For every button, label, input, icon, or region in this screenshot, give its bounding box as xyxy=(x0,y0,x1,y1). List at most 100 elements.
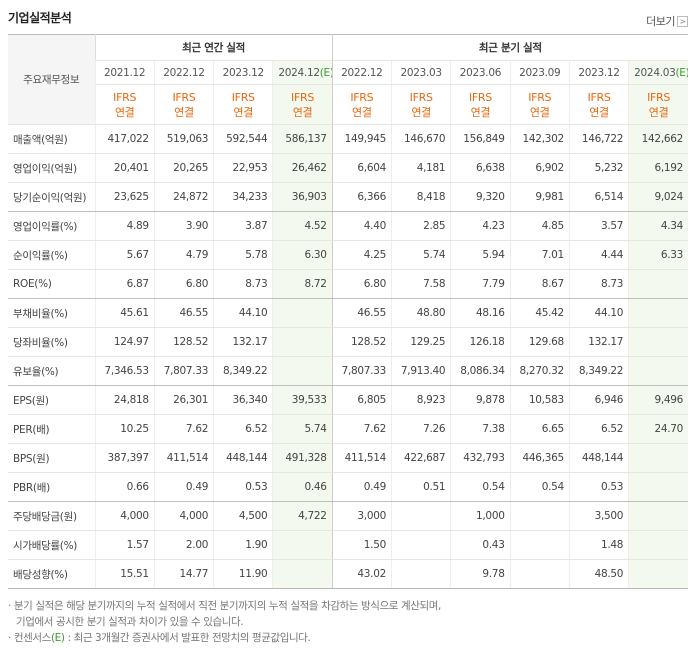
value-cell xyxy=(628,356,688,386)
value-cell: 20,265 xyxy=(153,153,214,183)
value-cell: 46.55 xyxy=(153,298,214,328)
standard-cell: IFRS 연결 xyxy=(272,84,333,125)
basis: 연결 xyxy=(174,105,194,119)
value-cell: 45.42 xyxy=(509,298,570,328)
row-label: 배당성향(%) xyxy=(8,559,95,589)
value-cell: 132.17 xyxy=(568,327,629,357)
value-cell: 10.25 xyxy=(94,414,155,444)
period-header: 2022.12 xyxy=(331,60,392,85)
standard: IFRS xyxy=(468,90,492,104)
period-date: 2024.03 xyxy=(634,66,676,79)
period-header: 2023.03 xyxy=(390,60,451,85)
value-cell: 11.90 xyxy=(213,559,273,589)
value-cell xyxy=(272,530,333,560)
period-date: 2023.03 xyxy=(400,66,442,79)
value-cell xyxy=(272,298,333,328)
value-cell xyxy=(628,530,688,560)
period-header: 2022.12 xyxy=(153,60,214,85)
value-cell: 36,340 xyxy=(213,385,273,415)
value-cell: 15.51 xyxy=(94,559,155,589)
value-cell: 519,063 xyxy=(153,124,214,154)
value-cell: 4.34 xyxy=(628,211,688,241)
value-cell: 5.74 xyxy=(390,240,451,270)
period-date: 2023.12 xyxy=(578,66,620,79)
value-cell: 44.10 xyxy=(213,298,273,328)
value-cell: 126.18 xyxy=(450,327,511,357)
value-cell: 1.48 xyxy=(568,530,629,560)
value-cell xyxy=(509,559,570,589)
note-text: : 최근 3개월간 증권사에서 발표한 전망치의 평균값입니다. xyxy=(64,632,311,644)
value-cell: 129.68 xyxy=(509,327,570,357)
note-line: 기업에서 공시한 분기 실적과 차이가 있을 수 있습니다. xyxy=(8,614,441,630)
value-cell: 4,000 xyxy=(153,501,214,531)
group-header: 최근 연간 실적 xyxy=(94,34,333,61)
value-cell: 3,500 xyxy=(568,501,629,531)
value-cell: 4.52 xyxy=(272,211,333,241)
value-cell: 129.25 xyxy=(390,327,451,357)
value-cell: 48.50 xyxy=(568,559,629,589)
basis: 연결 xyxy=(470,105,491,119)
basis: 연결 xyxy=(352,105,372,119)
value-cell xyxy=(390,530,451,560)
value-cell: 128.52 xyxy=(153,327,214,357)
value-cell: 22,953 xyxy=(213,153,273,183)
row-label: 영업이익(억원) xyxy=(8,153,95,183)
value-cell: 0.43 xyxy=(450,530,511,560)
data-row: PER(배) 10.25 7.62 6.52 5.74 7.62 7.26 7.38 6.65 6… xyxy=(8,414,688,444)
value-cell: 4.89 xyxy=(94,211,155,241)
period-header: 2024.03(E) xyxy=(628,60,688,85)
value-cell xyxy=(628,327,688,357)
value-cell: 4,000 xyxy=(94,501,155,531)
corner-cell: 주요재무정보 xyxy=(8,34,95,125)
data-row: 영업이익률(%) 4.89 3.90 3.87 4.52 4.40 2.85 4.23 4.85… xyxy=(8,211,688,241)
value-cell: 8,418 xyxy=(390,182,451,212)
value-cell: 4.44 xyxy=(568,240,629,270)
value-cell: 45.61 xyxy=(94,298,155,328)
period-header: 2024.12(E) xyxy=(272,60,333,85)
value-cell: 34,233 xyxy=(213,182,273,212)
value-cell: 4.79 xyxy=(153,240,214,270)
value-cell: 1.57 xyxy=(94,530,155,560)
value-cell: 8.73 xyxy=(568,269,629,299)
group-header: 최근 분기 실적 xyxy=(331,34,688,61)
value-cell: 39,533 xyxy=(272,385,333,415)
value-cell: 6,902 xyxy=(509,153,570,183)
note-line: · 분기 실적은 해당 분기까지의 누적 실적에서 직전 분기까지의 누적 실적… xyxy=(8,598,441,614)
value-cell: 8,270.32 xyxy=(509,356,570,386)
bullet: · xyxy=(8,600,14,612)
value-cell: 3,000 xyxy=(331,501,392,531)
row-label: 시가배당률(%) xyxy=(8,530,95,560)
value-cell: 6.80 xyxy=(331,269,392,299)
more-link[interactable]: 더보기 > xyxy=(646,13,688,29)
value-cell: 446,365 xyxy=(509,443,570,473)
value-cell: 6,192 xyxy=(628,153,688,183)
basis: 연결 xyxy=(529,105,550,119)
row-label: 부채비율(%) xyxy=(8,298,95,328)
standard-cell: IFRS 연결 xyxy=(94,84,155,125)
value-cell: 8.67 xyxy=(509,269,570,299)
value-cell: 24.70 xyxy=(628,414,688,444)
more-arrow[interactable]: > xyxy=(677,16,688,27)
value-cell: 3.87 xyxy=(213,211,273,241)
standard-cell: IFRS 연결 xyxy=(331,84,392,125)
value-cell: 4,181 xyxy=(390,153,451,183)
value-cell: 417,022 xyxy=(94,124,155,154)
value-cell: 9,320 xyxy=(450,182,511,212)
value-cell: 8,923 xyxy=(390,385,451,415)
section-title: 기업실적분석 xyxy=(8,11,72,25)
value-cell: 6.87 xyxy=(94,269,155,299)
value-cell: 0.51 xyxy=(390,472,451,502)
standard-cell: IFRS 연결 xyxy=(509,84,570,125)
data-row: EPS(원) 24,818 26,301 36,340 39,533 6,805 8,923… xyxy=(8,385,688,415)
more-label[interactable]: 더보기 xyxy=(646,15,675,28)
value-cell: 6,638 xyxy=(450,153,511,183)
value-cell: 36,903 xyxy=(272,182,333,212)
value-cell: 132.17 xyxy=(213,327,273,357)
value-cell: 9,024 xyxy=(628,182,688,212)
value-cell: 124.97 xyxy=(94,327,155,357)
value-cell: 44.10 xyxy=(568,298,629,328)
data-row: 당좌비율(%) 124.97 128.52 132.17 128.52 129.25 126… xyxy=(8,327,688,357)
period-date: 2022.12 xyxy=(163,66,205,79)
standard-cell: IFRS 연결 xyxy=(213,84,273,125)
value-cell xyxy=(272,356,333,386)
